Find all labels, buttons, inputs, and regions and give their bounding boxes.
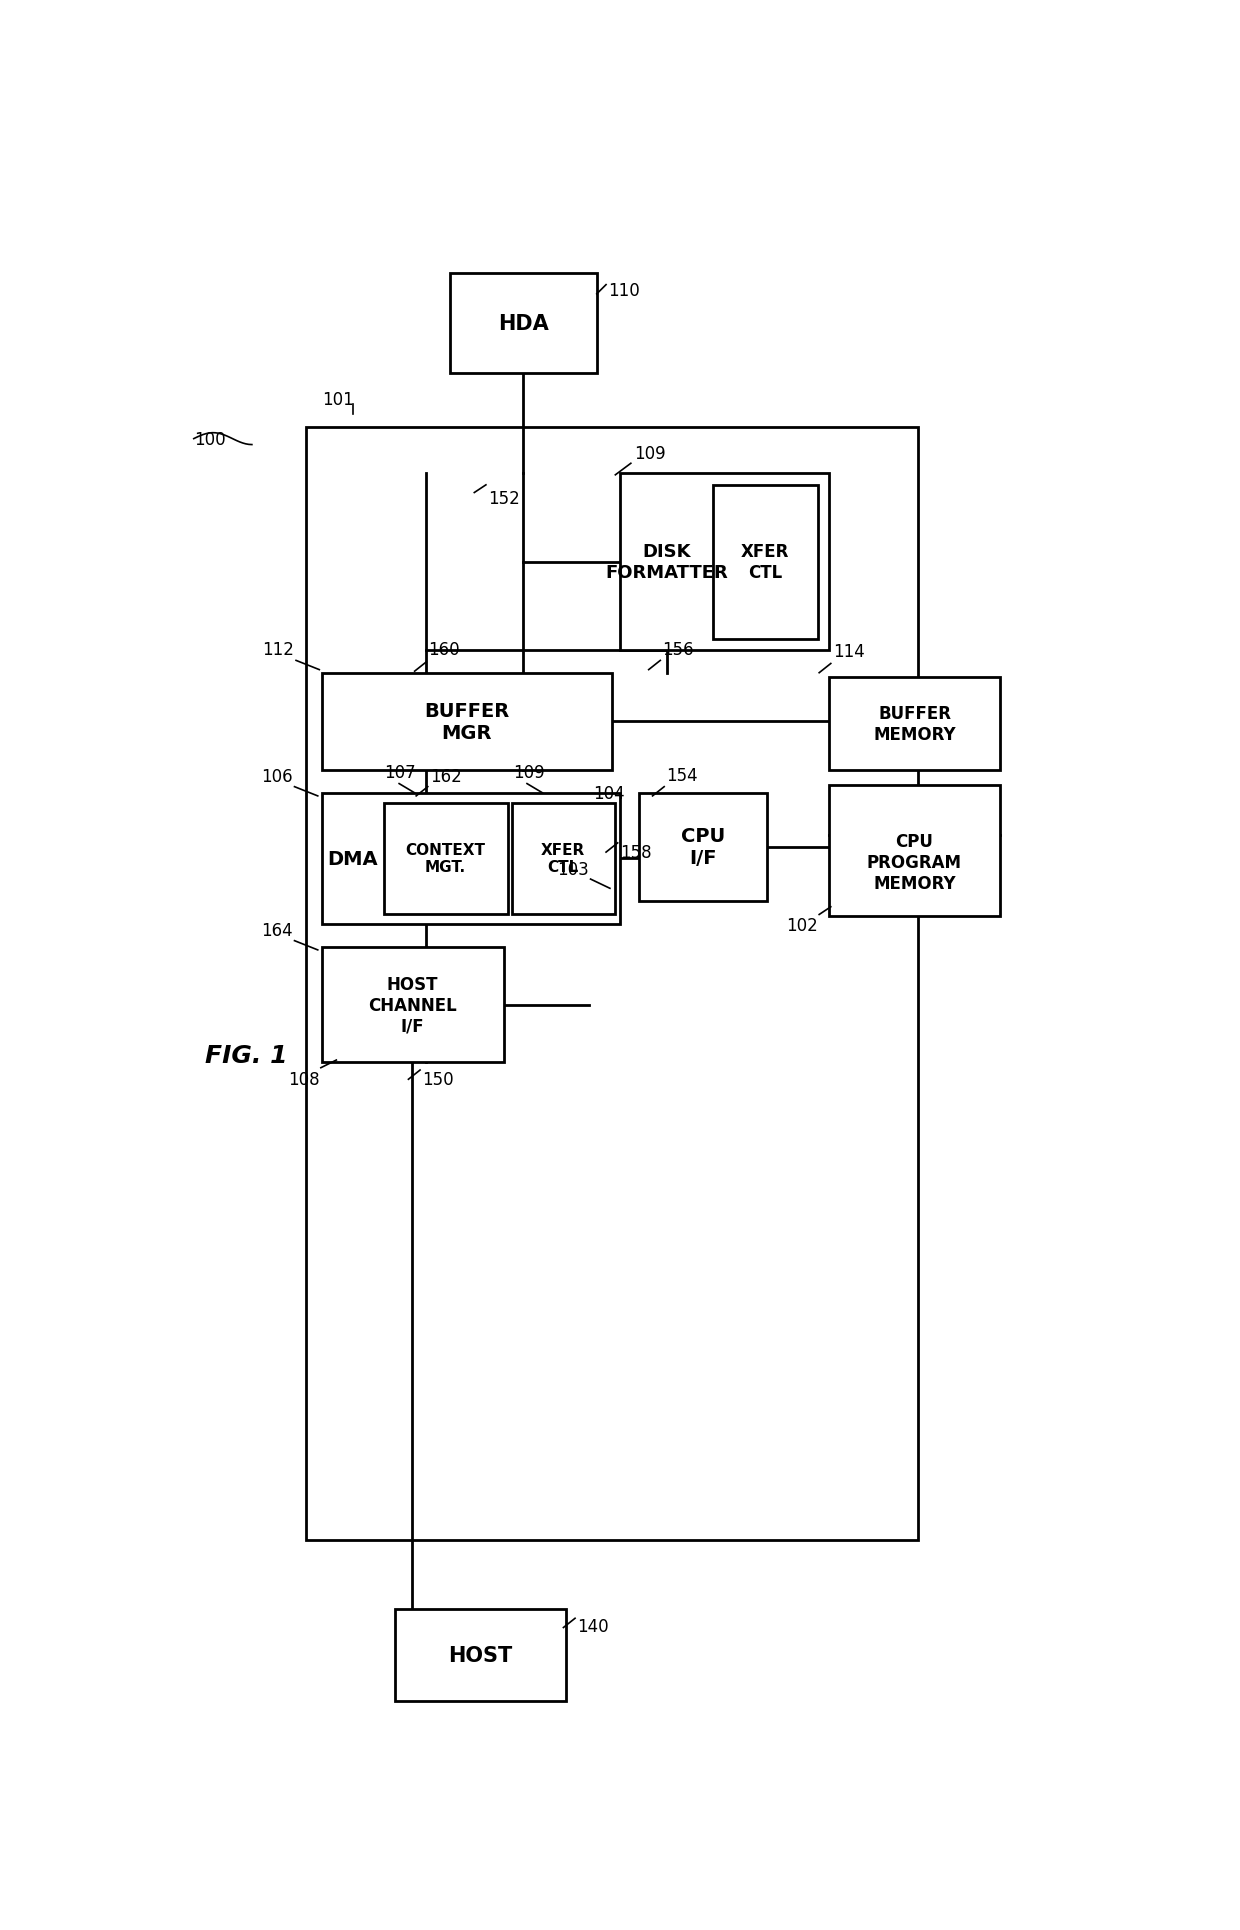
Text: XFER
CTL: XFER CTL: [740, 542, 789, 583]
Text: 158: 158: [620, 843, 652, 861]
Bar: [620, 475, 830, 650]
Text: 104: 104: [593, 784, 625, 803]
Bar: [321, 948, 503, 1063]
Bar: [396, 1610, 565, 1702]
Bar: [449, 274, 596, 374]
Text: 106: 106: [262, 768, 293, 786]
Bar: [713, 486, 817, 639]
Text: 150: 150: [423, 1071, 454, 1089]
Text: BUFFER
MEMORY: BUFFER MEMORY: [873, 704, 956, 743]
Bar: [306, 428, 919, 1540]
Text: 164: 164: [262, 923, 293, 940]
Text: 103: 103: [557, 861, 589, 878]
Text: HOST: HOST: [449, 1646, 512, 1666]
Text: HOST
CHANNEL
I/F: HOST CHANNEL I/F: [368, 975, 456, 1034]
Text: HDA: HDA: [497, 315, 548, 334]
Text: FIG. 1: FIG. 1: [206, 1042, 288, 1067]
Text: XFER
CTL: XFER CTL: [541, 843, 585, 874]
Text: 101: 101: [321, 390, 353, 409]
Text: 110: 110: [609, 282, 640, 299]
Text: 160: 160: [428, 641, 460, 658]
Text: 107: 107: [383, 764, 415, 782]
Text: DISK
FORMATTER: DISK FORMATTER: [605, 542, 728, 583]
Bar: [321, 674, 613, 770]
Text: 108: 108: [288, 1071, 319, 1089]
Text: 162: 162: [430, 768, 461, 786]
Text: 156: 156: [662, 641, 694, 658]
Text: CONTEXT
MGT.: CONTEXT MGT.: [405, 843, 486, 874]
Text: 154: 154: [667, 766, 698, 784]
Text: DMA: DMA: [327, 849, 378, 869]
Text: BUFFER
MGR: BUFFER MGR: [424, 701, 510, 743]
Bar: [640, 793, 768, 901]
Text: 109: 109: [513, 764, 544, 782]
Text: 102: 102: [786, 917, 817, 934]
Bar: [511, 803, 615, 915]
Bar: [830, 677, 999, 770]
Text: 112: 112: [263, 641, 295, 658]
Text: CPU
I/F: CPU I/F: [681, 826, 725, 868]
Text: 152: 152: [489, 490, 520, 508]
Text: 100: 100: [193, 430, 226, 448]
Text: 109: 109: [634, 444, 666, 463]
Bar: [383, 803, 507, 915]
Text: 114: 114: [833, 643, 864, 662]
Bar: [830, 786, 999, 917]
Text: 140: 140: [578, 1617, 609, 1635]
Bar: [321, 793, 620, 924]
Text: CPU
PROGRAM
MEMORY: CPU PROGRAM MEMORY: [867, 834, 962, 892]
